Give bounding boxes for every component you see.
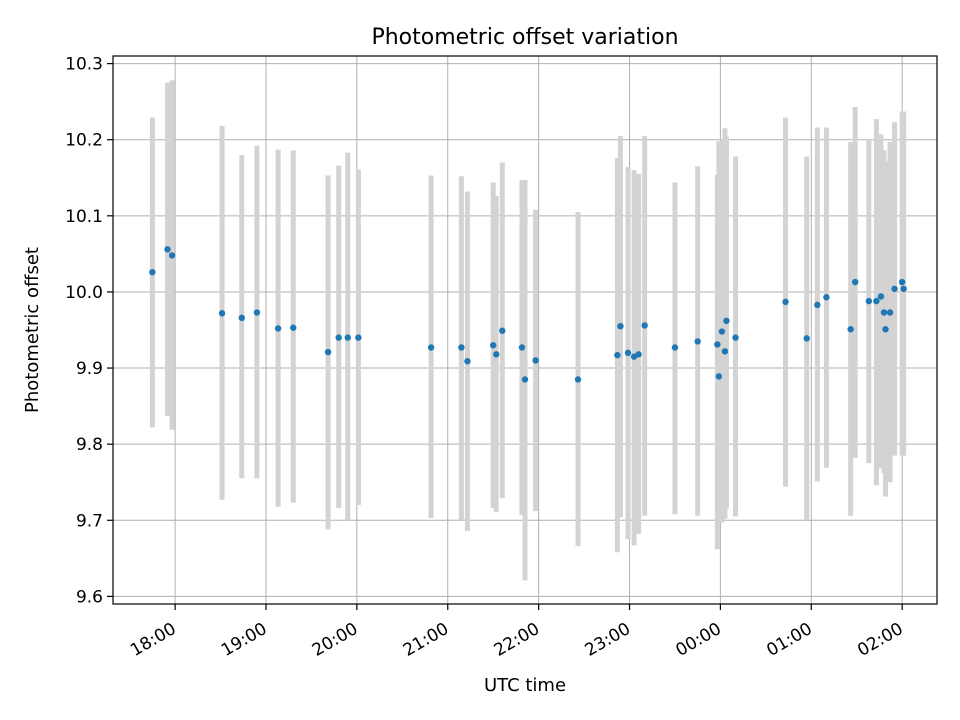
- data-point: [238, 314, 245, 322]
- data-point: [335, 334, 342, 341]
- data-point: [521, 376, 529, 383]
- data-point: [852, 278, 859, 286]
- data-point: [253, 309, 261, 316]
- data-point: [324, 348, 332, 356]
- y-tick-label: 10.1: [65, 207, 103, 227]
- data-point: [900, 285, 907, 293]
- y-tick-label: 10.2: [65, 131, 103, 151]
- y-axis-ticks: 9.6 9.7 9.8 9.9 10.0 10.1 10.2 10.3: [65, 55, 113, 607]
- data-point: [427, 344, 435, 351]
- data-point: [617, 322, 624, 330]
- y-tick-label: 9.6: [76, 587, 103, 607]
- data-point: [723, 317, 730, 325]
- y-tick-label: 9.8: [76, 435, 103, 455]
- data-point: [274, 325, 282, 332]
- data-point: [714, 341, 721, 348]
- data-point: [823, 294, 830, 301]
- data-point: [489, 342, 497, 349]
- data-point: [803, 335, 810, 342]
- data-point: [290, 324, 297, 331]
- data-point: [149, 268, 156, 276]
- data-point: [877, 293, 885, 300]
- data-point: [732, 334, 739, 341]
- data-point: [882, 326, 889, 333]
- data-point: [886, 309, 894, 316]
- y-tick-label: 10.0: [65, 283, 103, 303]
- data-point: [715, 373, 723, 380]
- data-point: [898, 278, 906, 286]
- data-point: [814, 301, 821, 309]
- data-point: [891, 285, 898, 293]
- data-points: [149, 246, 907, 383]
- y-tick-label: 10.3: [65, 55, 103, 75]
- data-point: [493, 351, 500, 358]
- data-point: [614, 351, 621, 359]
- y-tick-label: 9.9: [76, 359, 103, 379]
- data-point: [218, 310, 226, 317]
- data-point: [344, 334, 351, 341]
- data-point: [873, 297, 880, 305]
- chart-title: Photometric offset variation: [371, 25, 678, 50]
- data-point: [641, 322, 648, 329]
- data-point: [671, 344, 679, 351]
- y-tick-label: 9.7: [76, 511, 103, 531]
- data-point: [721, 348, 729, 355]
- data-point: [532, 357, 539, 364]
- data-point: [458, 344, 465, 351]
- data-point: [880, 309, 888, 316]
- data-point: [355, 334, 362, 341]
- data-point: [694, 338, 701, 345]
- data-point: [518, 344, 526, 351]
- y-axis-label: Photometric offset: [22, 247, 43, 413]
- data-point: [624, 349, 632, 357]
- data-point: [718, 328, 726, 335]
- data-point: [168, 252, 176, 259]
- data-point: [164, 246, 171, 253]
- data-point: [574, 376, 582, 383]
- data-point: [865, 297, 873, 305]
- data-point: [782, 298, 789, 306]
- x-axis-label: UTC time: [484, 675, 566, 696]
- data-point: [464, 358, 471, 365]
- data-point: [847, 326, 854, 333]
- data-point: [499, 327, 506, 334]
- plot-frame: [112, 55, 938, 605]
- data-point: [635, 351, 642, 358]
